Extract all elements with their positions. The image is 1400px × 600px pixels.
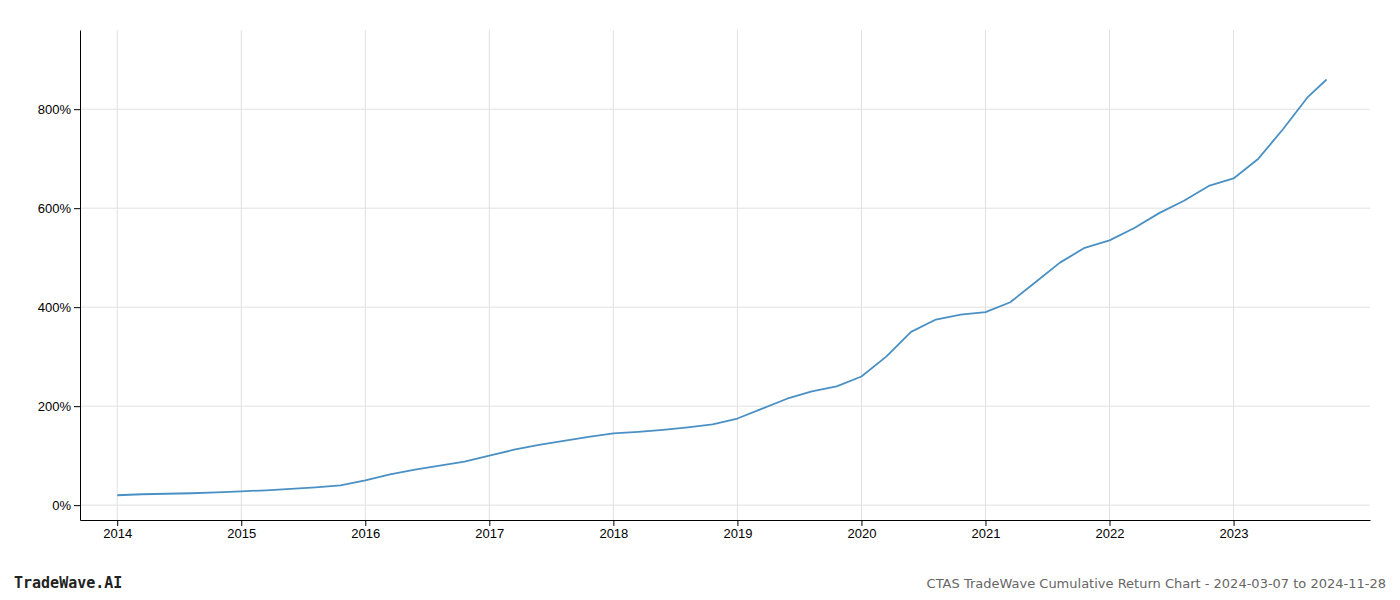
watermark: TradeWave.AI	[14, 574, 122, 592]
x-tick: 2018	[599, 520, 628, 541]
x-tick: 2021	[972, 520, 1001, 541]
y-tick-label: 800%	[38, 102, 72, 117]
y-grid-line	[80, 208, 1370, 209]
x-grid-line	[489, 30, 490, 520]
x-tick-mark	[861, 520, 862, 526]
x-grid-line	[737, 30, 738, 520]
x-grid-line	[613, 30, 614, 520]
y-axis: 0% 200% 400% 600% 800%	[38, 31, 81, 521]
y-axis-line	[80, 31, 81, 521]
x-tick-mark	[117, 520, 118, 526]
x-tick-label: 2022	[1096, 526, 1125, 541]
x-tick-mark	[241, 520, 242, 526]
x-tick: 2022	[1096, 520, 1125, 541]
x-tick-mark	[1234, 520, 1235, 526]
x-grid-line	[985, 30, 986, 520]
y-tick-mark	[74, 505, 80, 506]
y-tick: 800%	[38, 102, 80, 117]
y-tick: 0%	[52, 498, 80, 513]
y-grid-line	[80, 505, 1370, 506]
x-tick: 2023	[1220, 520, 1249, 541]
x-tick-label: 2021	[972, 526, 1001, 541]
x-grid-line	[1109, 30, 1110, 520]
x-tick-mark	[613, 520, 614, 526]
y-tick: 400%	[38, 300, 80, 315]
x-axis-line	[81, 520, 1371, 521]
x-tick-label: 2023	[1220, 526, 1249, 541]
x-tick-mark	[365, 520, 366, 526]
x-tick-label: 2019	[723, 526, 752, 541]
y-tick: 600%	[38, 201, 80, 216]
x-tick: 2019	[723, 520, 752, 541]
y-grid-line	[80, 406, 1370, 407]
x-grid-line	[365, 30, 366, 520]
y-tick-label: 600%	[38, 201, 72, 216]
y-tick-label: 400%	[38, 300, 72, 315]
x-tick: 2017	[475, 520, 504, 541]
y-tick: 200%	[38, 399, 80, 414]
y-tick-mark	[74, 208, 80, 209]
y-tick-mark	[74, 109, 80, 110]
plot-area: 2014 2015 2016 2017 2018 2019 2020 2021 2022 2023…	[38, 30, 1371, 541]
x-tick-label: 2016	[351, 526, 380, 541]
x-tick-mark	[1110, 520, 1111, 526]
y-tick-label: 200%	[38, 399, 72, 414]
x-axis: 2014 2015 2016 2017 2018 2019 2020 2021 2022 2023	[81, 520, 1371, 541]
x-tick: 2016	[351, 520, 380, 541]
y-grid-line	[80, 109, 1370, 110]
x-tick: 2020	[847, 520, 876, 541]
x-tick-label: 2015	[227, 526, 256, 541]
x-grid-line	[241, 30, 242, 520]
x-tick-label: 2017	[475, 526, 504, 541]
marks	[117, 79, 1326, 495]
line	[117, 79, 1326, 495]
y-tick-mark	[74, 406, 80, 407]
y-tick-mark	[74, 307, 80, 308]
y-grid-line	[80, 307, 1370, 308]
x-tick-mark	[489, 520, 490, 526]
grid	[80, 30, 1370, 520]
x-tick: 2014	[103, 520, 132, 541]
y-tick-label: 0%	[52, 498, 71, 513]
x-grid-line	[117, 30, 118, 520]
title: CTAS TradeWave Cumulative Return Chart -…	[927, 576, 1386, 591]
x-tick-mark	[985, 520, 986, 526]
x-tick-label: 2018	[599, 526, 628, 541]
x-tick-mark	[737, 520, 738, 526]
x-grid-line	[1233, 30, 1234, 520]
x-tick: 2015	[227, 520, 256, 541]
x-grid-line	[861, 30, 862, 520]
chart-svg: 2014 2015 2016 2017 2018 2019 2020 2021 2022 2023…	[0, 0, 1400, 600]
x-tick-label: 2014	[103, 526, 132, 541]
x-tick-label: 2020	[847, 526, 876, 541]
